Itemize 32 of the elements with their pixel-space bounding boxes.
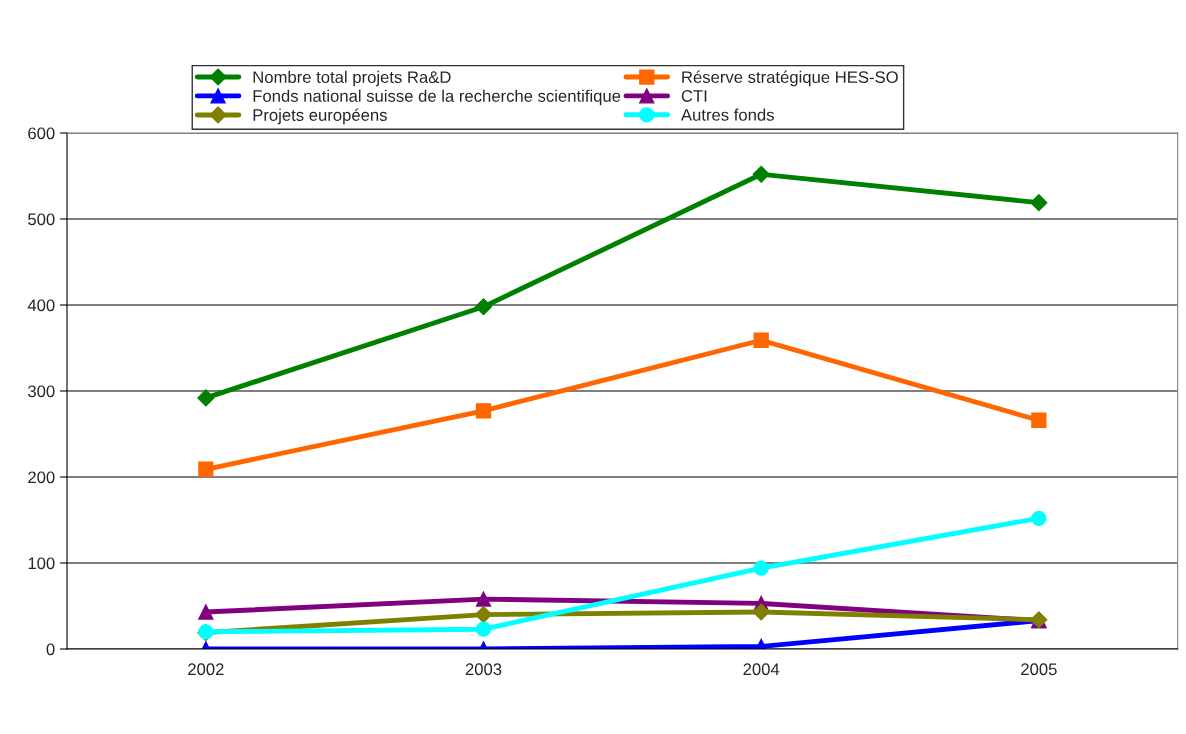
point: [753, 560, 769, 576]
legend-label: Projets européens: [253, 108, 387, 125]
point: [752, 603, 770, 621]
point: [1031, 412, 1047, 428]
point: [752, 165, 770, 183]
point: [474, 298, 493, 316]
legend-label: Nombre total projets Ra&D: [253, 70, 451, 87]
x-tick-label: 2005: [1021, 663, 1057, 676]
x-tick-label: 2002: [188, 663, 224, 676]
legend-label: Fonds national suisse de la recherche scientifique: [253, 89, 621, 106]
point: [198, 461, 214, 477]
legend-label: Autres fonds: [680, 108, 774, 121]
point: [753, 332, 769, 348]
y-tick-label: 600: [28, 127, 55, 140]
point: [475, 591, 492, 607]
point: [197, 389, 215, 407]
legend-label: CTI: [681, 90, 707, 102]
point: [1031, 510, 1047, 526]
x-tick-label: 2003: [465, 663, 502, 676]
x-tick-label: 2004: [743, 663, 780, 676]
point: [1030, 194, 1048, 212]
point: [198, 604, 214, 620]
y-tick-label: 0: [46, 643, 55, 656]
y-tick-label: 300: [28, 385, 55, 398]
point: [475, 403, 492, 419]
legend-label: Réserve stratégique HES-SO: [682, 70, 898, 87]
y-tick-label: 200: [28, 471, 55, 484]
point: [474, 606, 493, 624]
y-tick-label: 500: [28, 213, 55, 226]
y-tick-label: 400: [27, 299, 55, 312]
y-tick-label: 100: [28, 557, 55, 570]
point: [475, 621, 492, 637]
